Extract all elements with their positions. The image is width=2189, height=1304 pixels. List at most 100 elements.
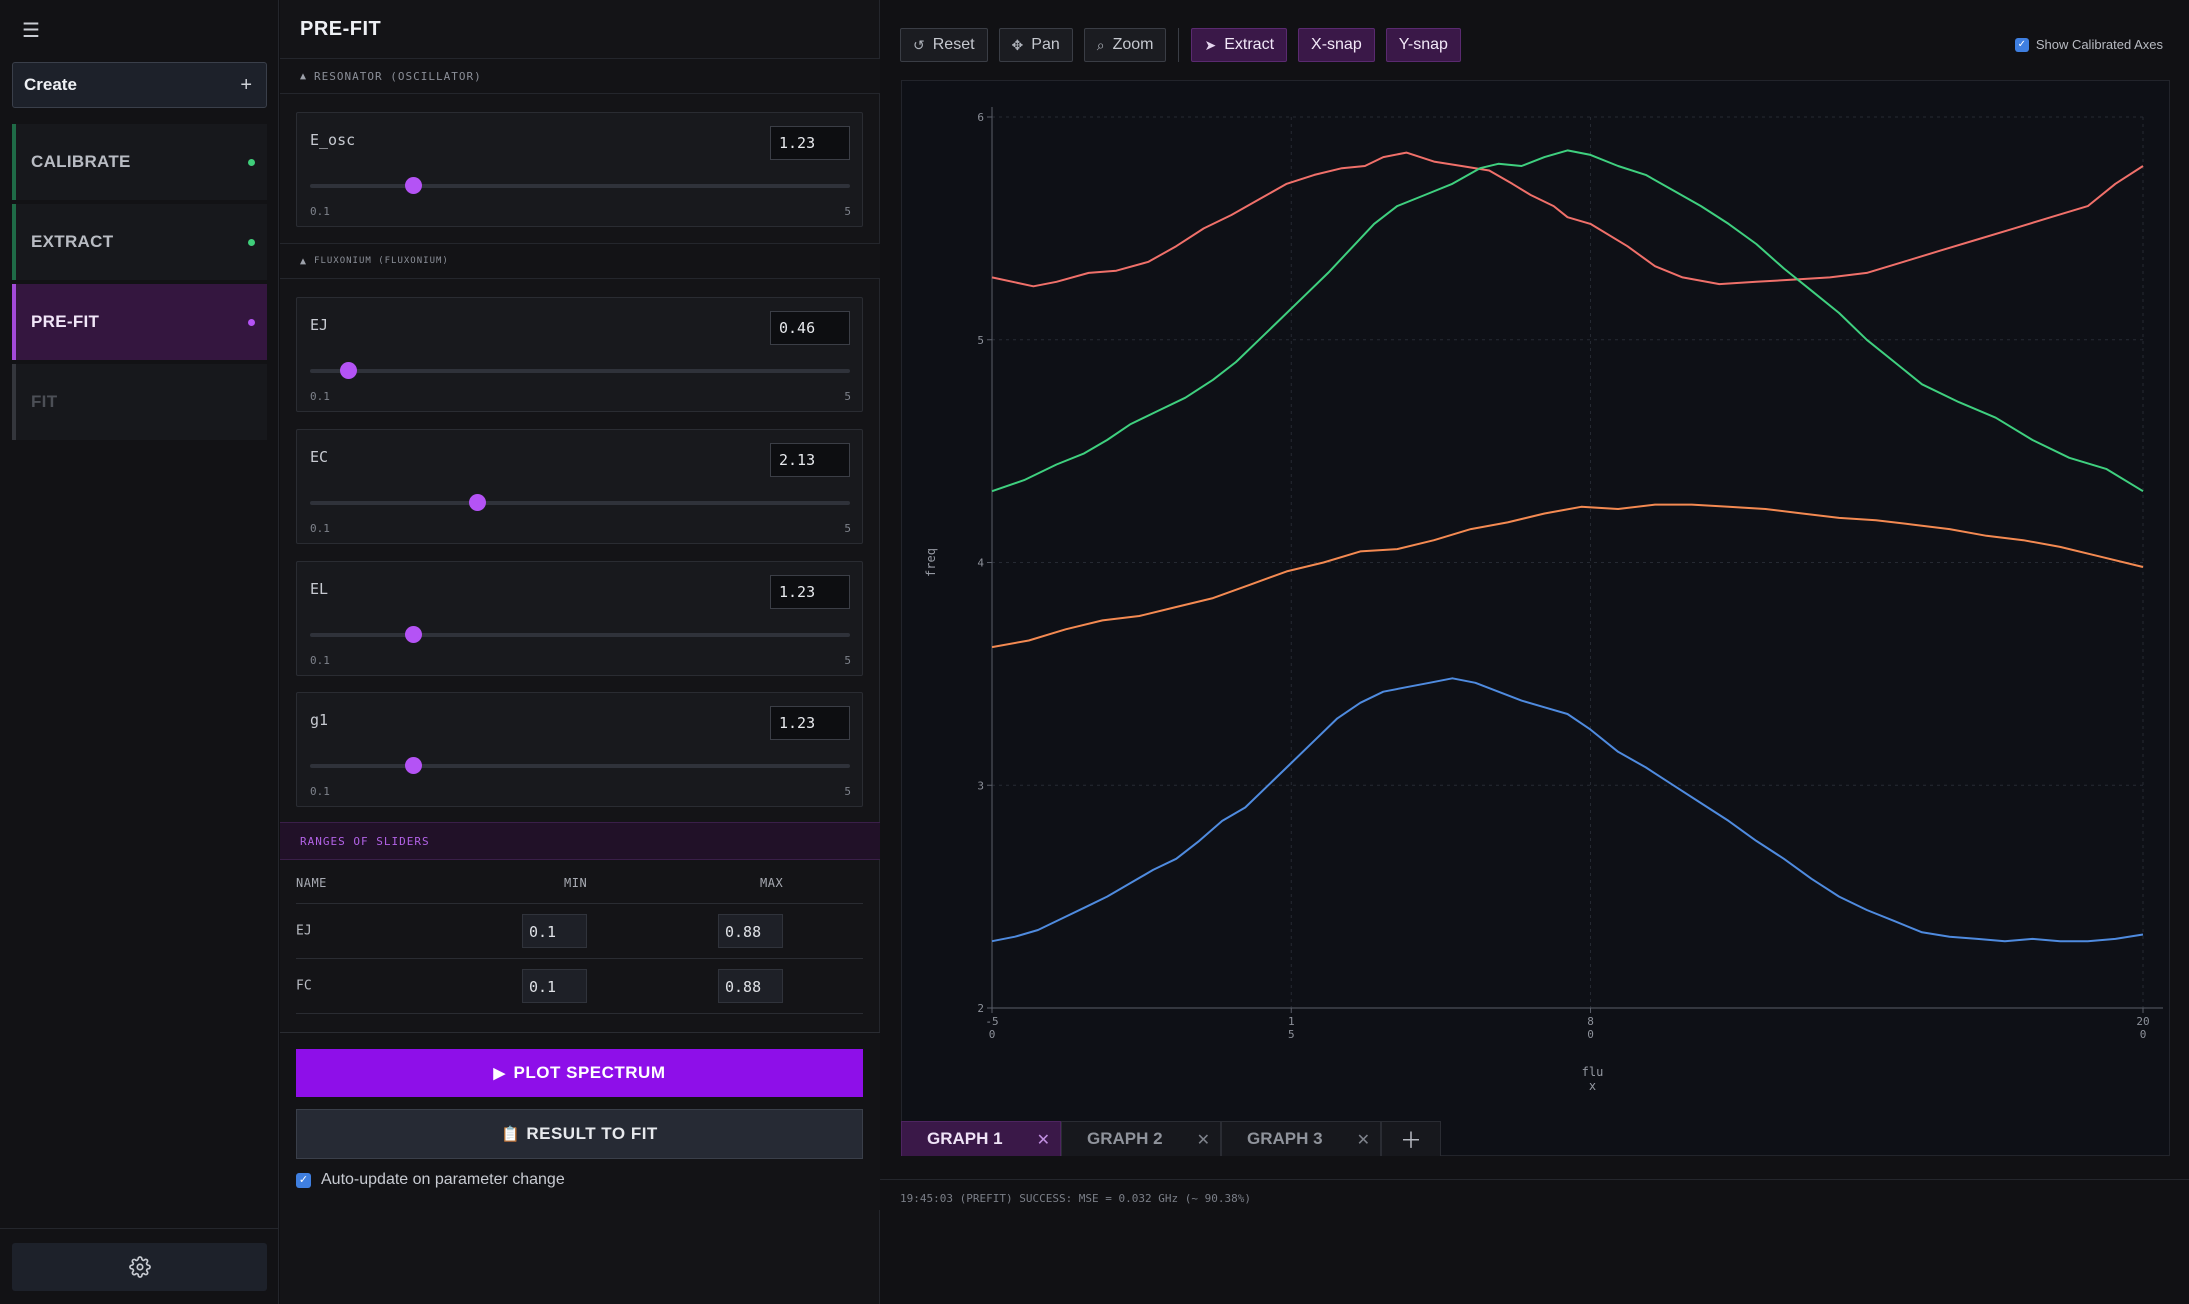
param-card-g1: g1 1.23 0.1 5 xyxy=(296,692,863,807)
status-bar: 19:45:03 (PREFIT) SUCCESS: MSE = 0.032 G… xyxy=(880,1179,2189,1304)
slider-track[interactable] xyxy=(310,633,850,637)
status-dot xyxy=(248,318,255,326)
checkbox-checked-icon[interactable]: ✓ xyxy=(2014,37,2029,52)
slider-thumb[interactable] xyxy=(404,626,422,643)
clipboard-icon: 📋 xyxy=(501,1126,521,1143)
y-snap-button[interactable]: Y-snap xyxy=(1385,28,1461,62)
collapse-triangle-icon: ▲ xyxy=(300,255,308,267)
reset-button[interactable]: ↺ Reset xyxy=(900,28,988,62)
x-axis-label: flu xyxy=(1582,1065,1604,1079)
section-label: RESONATOR (OSCILLATOR) xyxy=(314,69,482,83)
range-min: 0.1 xyxy=(310,205,330,218)
pan-button[interactable]: ✥ Pan xyxy=(998,28,1073,62)
step-calibrate[interactable]: CALIBRATE xyxy=(12,124,267,200)
x-tick-label: 20 xyxy=(2136,1015,2149,1028)
graph-tabs: GRAPH 1 ✕ GRAPH 2 ✕ GRAPH 3 ✕ ＋ xyxy=(901,1121,1441,1156)
zoom-icon: ⌕ xyxy=(1096,36,1105,53)
table-header-row: NAME MIN MAX xyxy=(296,862,863,904)
move-icon: ✥ xyxy=(1011,36,1024,53)
section-header-resonator[interactable]: ▲ RESONATOR (OSCILLATOR) xyxy=(280,58,880,94)
tab-graph-2[interactable]: GRAPH 2 ✕ xyxy=(1061,1121,1221,1156)
show-calibrated-axes-label: Show Calibrated Axes xyxy=(2035,37,2163,52)
close-icon[interactable]: ✕ xyxy=(1196,1132,1210,1149)
slider-thumb[interactable] xyxy=(404,757,422,774)
plot-spectrum-button[interactable]: ▶ PLOT SPECTRUM xyxy=(296,1049,863,1097)
x-tick-label: 8 xyxy=(1587,1015,1594,1028)
range-max: 5 xyxy=(844,390,851,403)
min-input[interactable]: 0.1 xyxy=(522,914,587,948)
show-calibrated-axes-toggle[interactable]: ✓ Show Calibrated Axes xyxy=(2014,37,2163,52)
status-dot xyxy=(248,238,255,246)
step-extract[interactable]: EXTRACT xyxy=(12,204,267,280)
create-button[interactable]: Create + xyxy=(12,62,267,108)
param-value-input[interactable]: 0.46 xyxy=(770,311,850,345)
row-name: EJ xyxy=(296,923,312,939)
x-tick-label: 5 xyxy=(1288,1028,1295,1041)
param-value-input[interactable]: 1.23 xyxy=(770,126,850,160)
close-icon[interactable]: ✕ xyxy=(1356,1132,1370,1149)
param-value-input[interactable]: 2.13 xyxy=(770,443,850,477)
settings-button[interactable] xyxy=(12,1243,267,1291)
param-name: EL xyxy=(310,580,329,598)
x-tick-label: -5 xyxy=(985,1015,998,1028)
result-to-fit-button[interactable]: 📋 RESULT TO FIT xyxy=(296,1109,863,1159)
table-row: FC 0.1 0.88 xyxy=(296,959,863,1014)
param-value-input[interactable]: 1.23 xyxy=(770,575,850,609)
extract-button[interactable]: ➤ Extract xyxy=(1191,28,1288,62)
step-fit[interactable]: FIT xyxy=(12,364,267,440)
collapse-triangle-icon: ▲ xyxy=(300,70,308,82)
actions-area: ▶ PLOT SPECTRUM 📋 RESULT TO FIT ✓ Auto-u… xyxy=(280,1032,880,1210)
settings-bar xyxy=(0,1228,279,1304)
step-label: PRE-FIT xyxy=(31,312,100,331)
ranges-section-header[interactable]: RANGES OF SLIDERS xyxy=(280,822,880,860)
tab-graph-3[interactable]: GRAPH 3 ✕ xyxy=(1221,1121,1381,1156)
left-navigation: ☰ Create + CALIBRATE EXTRACT PRE-FIT FIT xyxy=(0,0,279,1304)
tab-graph-1[interactable]: GRAPH 1 ✕ xyxy=(901,1121,1061,1156)
add-tab-button[interactable]: ＋ xyxy=(1381,1121,1441,1156)
y-axis-label: freq xyxy=(924,548,938,577)
max-input[interactable]: 0.88 xyxy=(718,969,783,1003)
slider-track[interactable] xyxy=(310,501,850,505)
param-name: EJ xyxy=(310,316,329,334)
max-input[interactable]: 0.88 xyxy=(718,914,783,948)
cursor-arrow-icon: ➤ xyxy=(1204,36,1217,53)
gear-icon xyxy=(128,1256,151,1278)
zoom-button[interactable]: ⌕ Zoom xyxy=(1083,28,1167,62)
plot-area: ↺ Reset ✥ Pan ⌕ Zoom ➤ Extract X-snap Y-… xyxy=(880,0,2189,1304)
column-header-min: MIN xyxy=(564,875,588,890)
range-min: 0.1 xyxy=(310,390,330,403)
chart-container[interactable]: 2 3 4 5 6 -5 0 1 5 8 0 20 0 flu x freq xyxy=(901,80,2170,1156)
slider-track[interactable] xyxy=(310,184,850,188)
step-prefit[interactable]: PRE-FIT xyxy=(12,284,267,360)
range-max: 5 xyxy=(844,205,851,218)
step-label: CALIBRATE xyxy=(31,152,131,171)
param-value-input[interactable]: 1.23 xyxy=(770,706,850,740)
ranges-table: NAME MIN MAX EJ 0.1 0.88 FC 0.1 0.88 xyxy=(296,862,863,1014)
slider-track[interactable] xyxy=(310,764,850,768)
tab-label: GRAPH 2 xyxy=(1087,1129,1163,1148)
plot-spectrum-label: PLOT SPECTRUM xyxy=(513,1063,666,1082)
reset-label: Reset xyxy=(932,36,975,53)
auto-update-toggle[interactable]: ✓ Auto-update on parameter change xyxy=(296,1171,565,1189)
x-tick-label: 1 xyxy=(1288,1015,1295,1028)
slider-track[interactable] xyxy=(310,369,850,373)
y-tick-label: 4 xyxy=(977,557,984,570)
x-snap-button[interactable]: X-snap xyxy=(1298,28,1375,62)
param-name: g1 xyxy=(310,711,329,729)
min-input[interactable]: 0.1 xyxy=(522,969,587,1003)
section-header-fluxonium[interactable]: ▲ FLUXONIUM (FLUXONIUM) xyxy=(280,243,880,279)
param-name: E_osc xyxy=(310,131,356,149)
create-label: Create xyxy=(24,75,77,94)
range-max: 5 xyxy=(844,785,851,798)
slider-thumb[interactable] xyxy=(339,362,357,379)
slider-thumb[interactable] xyxy=(469,494,487,511)
plot-toolbar: ↺ Reset ✥ Pan ⌕ Zoom ➤ Extract X-snap Y-… xyxy=(900,28,1472,62)
status-dot xyxy=(248,158,255,166)
play-icon: ▶ xyxy=(493,1065,506,1082)
checkbox-checked-icon[interactable]: ✓ xyxy=(296,1172,311,1188)
series-line-3 xyxy=(991,503,2144,649)
close-icon[interactable]: ✕ xyxy=(1036,1132,1050,1149)
hamburger-menu-icon[interactable]: ☰ xyxy=(22,20,40,42)
slider-thumb[interactable] xyxy=(404,177,422,194)
